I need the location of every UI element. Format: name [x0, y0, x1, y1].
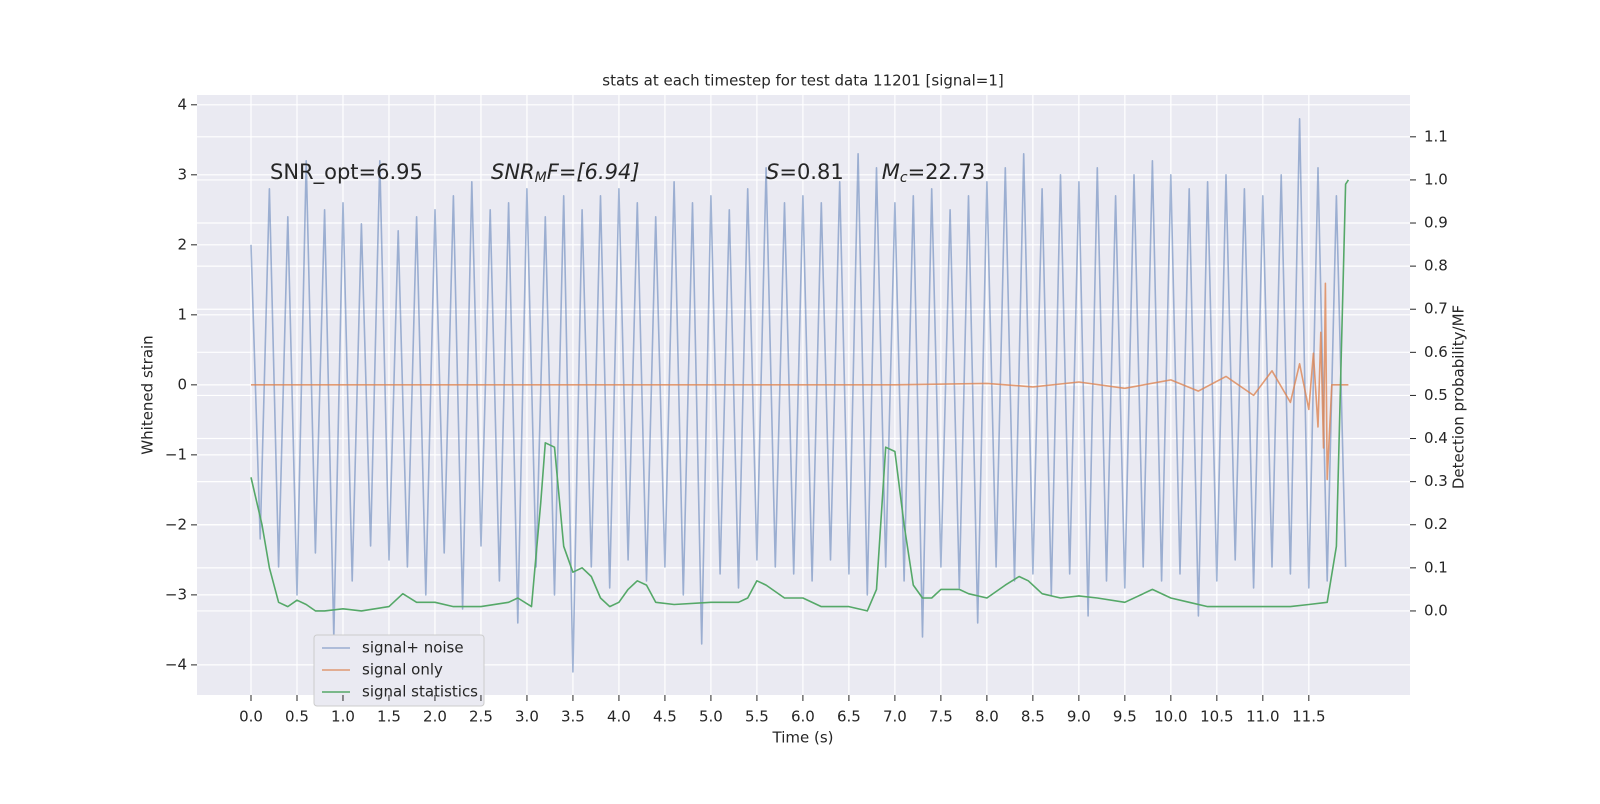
x-tick-label: 7.5 [929, 708, 953, 726]
legend-label: signal only [362, 661, 443, 679]
annotation-text: S [766, 160, 779, 184]
y2-tick-label: 0.5 [1424, 386, 1448, 404]
x-tick-label: 4.0 [607, 708, 631, 726]
x-tick-label: 4.5 [653, 708, 677, 726]
y-tick-label: −4 [165, 655, 187, 673]
annotation-subscript: M [535, 170, 547, 186]
y2-axis-label: Detection probability/MF [1450, 305, 1468, 489]
y-tick-label: 4 [177, 95, 187, 113]
y2-tick-label: 0.0 [1424, 601, 1448, 619]
x-tick-label: 0.5 [285, 708, 309, 726]
y2-tick-label: 0.3 [1424, 472, 1448, 490]
marks [250, 118, 1350, 673]
series-line [251, 282, 1349, 481]
annotation-text: F=[6.94] [547, 160, 640, 184]
x-tick-label: 10.0 [1154, 708, 1187, 726]
x-tick-label: 1.5 [377, 708, 401, 726]
y-tick-label: 1 [177, 305, 187, 323]
x-tick-label: 6.5 [837, 708, 861, 726]
y-tick-label: 3 [177, 165, 187, 183]
x-tick-label: 9.5 [1113, 708, 1137, 726]
legend-label: signal+ noise [362, 639, 464, 657]
x-tick-label: 8.5 [1021, 708, 1045, 726]
x-tick-label: 11.5 [1292, 708, 1325, 726]
y2-tick-label: 0.7 [1424, 300, 1448, 318]
annotation: SNR_opt=6.95 [270, 160, 423, 185]
annotation: S=0.81 Mc=22.73 [766, 160, 985, 186]
x-tick-label: 2.0 [423, 708, 447, 726]
x-tick-label: 5.0 [699, 708, 723, 726]
y-tick-label: 2 [177, 235, 187, 253]
y-axis-label: Whitened strain [139, 335, 157, 454]
x-tick-label: 0.0 [239, 708, 263, 726]
y-tick-label: −1 [165, 445, 187, 463]
y-tick-label: 0 [177, 375, 187, 393]
annotation: SNRMF=[6.94] [491, 160, 640, 186]
x-tick-label: 7.0 [883, 708, 907, 726]
legend: signal+ noise signal only signal statistic… [313, 634, 485, 707]
annotation-text: =22.73 [908, 160, 986, 184]
x-tick-label: 1.0 [331, 708, 355, 726]
chart-title: stats at each timestep for test data 112… [602, 72, 1003, 90]
x-tick-label: 3.5 [561, 708, 585, 726]
x-tick-label: 11.0 [1246, 708, 1279, 726]
annotation-text: =0.81 [779, 160, 863, 184]
x-tick-label: 8.0 [975, 708, 999, 726]
series-line [250, 179, 1350, 612]
annotation-text: SNR [491, 160, 535, 184]
y-tick-label: −2 [165, 515, 187, 533]
x-tick-label: 5.5 [745, 708, 769, 726]
annotation-text: M [882, 160, 900, 184]
x-tick-label: 9.0 [1067, 708, 1091, 726]
y-tick-label: −3 [165, 585, 187, 603]
y2-tick-label: 0.4 [1424, 429, 1448, 447]
annotation-text: SNR_opt=6.95 [270, 160, 423, 185]
x-tick-label: 3.0 [515, 708, 539, 726]
legend-box [313, 634, 485, 707]
x-axis-label: Time (s) [772, 729, 834, 747]
legend-label: signal statistics [362, 683, 478, 701]
y2-tick-label: 1.1 [1424, 127, 1448, 145]
y2-tick-label: 0.2 [1424, 515, 1448, 533]
y2-tick-label: 0.9 [1424, 214, 1448, 232]
x-tick-label: 2.5 [469, 708, 493, 726]
y2-tick-label: 0.8 [1424, 257, 1448, 275]
x-tick-label: 10.5 [1200, 708, 1233, 726]
y2-tick-label: 1.0 [1424, 170, 1448, 188]
y2-tick-label: 0.6 [1424, 343, 1448, 361]
x-tick-label: 6.0 [791, 708, 815, 726]
y2-tick-label: 0.1 [1424, 558, 1448, 576]
annotation-subscript: c [900, 170, 908, 186]
